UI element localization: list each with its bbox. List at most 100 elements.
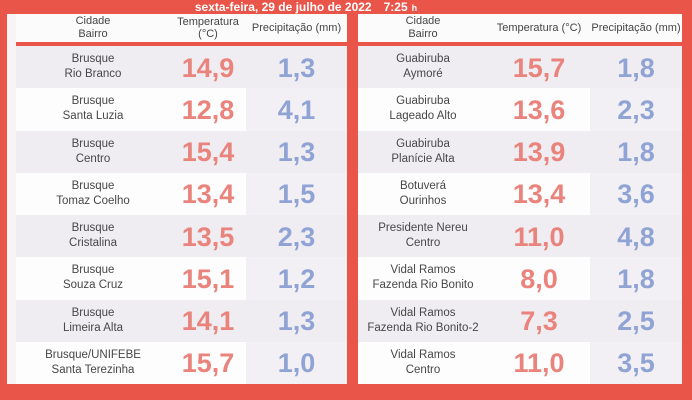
city-name: Brusque [71, 222, 115, 235]
title-text: sexta-feira, 29 de julho de 2022 7:25 h [195, 0, 417, 15]
precipitation-value: 1,0 [246, 341, 347, 384]
table-row: Brusque Rio Branco 14,9 1,3 [16, 46, 347, 89]
district-column-header: Bairro [408, 28, 438, 40]
table-divider [347, 14, 358, 384]
table-row: Presidente Nereu Centro 11,0 4,8 [358, 215, 682, 258]
city-name: Vidal Ramos [390, 348, 456, 361]
city-name: Vidal Ramos [390, 264, 456, 277]
city-district-cell: Brusque Tomaz Coelho [16, 172, 170, 215]
table-rows: Guabiruba Aymoré 15,7 1,8 Guabiruba Lageado A… [358, 46, 682, 384]
temperature-column-header: Temperatura (°C) [496, 22, 582, 34]
precipitation-value: 1,3 [246, 46, 347, 89]
table-row: Guabiruba Planície Alta 13,9 1,8 [358, 130, 682, 173]
city-district-cell: Presidente Nereu Centro [358, 215, 488, 258]
city-name: Presidente Nereu [378, 222, 468, 235]
city-district-cell: Botuverá Ourinhos [358, 172, 488, 215]
city-name: Brusque [71, 179, 115, 192]
district-name: Rio Branco [64, 68, 122, 81]
temperature-value: 11,0 [488, 341, 590, 384]
precipitation-value: 4,1 [246, 88, 347, 131]
city-column-header: Cidade [405, 15, 441, 27]
city-name: Brusque [71, 53, 115, 66]
table-row: Brusque Santa Luzia 12,8 4,1 [16, 88, 347, 131]
district-name: Centro [75, 152, 111, 165]
temperature-value: 15,4 [170, 130, 246, 173]
table-row: Guabiruba Lageado Alto 13,6 2,3 [358, 88, 682, 131]
temperature-value: 13,4 [170, 172, 246, 215]
temperature-value: 13,9 [488, 130, 590, 173]
city-district-cell: Guabiruba Aymoré [358, 46, 488, 89]
city-district-cell: Vidal Ramos Fazenda Rio Bonito [358, 257, 488, 300]
precipitation-value: 1,3 [246, 299, 347, 342]
table-header: Cidade Bairro Temperatura (°C) Precipita… [16, 14, 347, 42]
city-district-cell: Brusque/UNIFEBE Santa Terezinha [16, 341, 170, 384]
weather-table-left: Cidade Bairro Temperatura (°C) Precipita… [7, 14, 347, 384]
temperature-value: 15,1 [170, 257, 246, 300]
header-separator-line [358, 42, 682, 46]
precipitation-value: 2,3 [246, 215, 347, 258]
district-name: Souza Cruz [62, 279, 124, 292]
date-label: sexta-feira, 29 de julho de 2022 [194, 0, 372, 14]
precipitation-value: 1,8 [590, 257, 682, 300]
city-name: Brusque [71, 264, 115, 277]
precipitation-value: 4,8 [590, 215, 682, 258]
city-name: Botuverá [399, 179, 447, 192]
table-row: Brusque/UNIFEBE Santa Terezinha 15,7 1,0 [16, 341, 347, 384]
city-name: Brusque/UNIFEBE [45, 348, 141, 361]
city-district-cell: Brusque Souza Cruz [16, 257, 170, 300]
precipitation-value: 3,5 [590, 341, 682, 384]
precipitation-value: 2,5 [590, 299, 682, 342]
district-name: Ourinhos [399, 194, 447, 207]
district-column-header: Bairro [78, 28, 108, 40]
weather-table-right: Cidade Bairro Temperatura (°C) Precipita… [358, 14, 682, 384]
precipitation-column-header: Precipitação (mm) [251, 22, 342, 34]
table-row: Vidal Ramos Fazenda Rio Bonito 8,0 1,8 [358, 257, 682, 300]
city-district-cell: Brusque Cristalina [16, 215, 170, 258]
header-separator-line [16, 42, 347, 46]
temperature-column-header: Temperatura (°C) [177, 16, 239, 40]
time-unit-label: h [411, 2, 418, 13]
temperature-value: 12,8 [170, 88, 246, 131]
table-row: Guabiruba Aymoré 15,7 1,8 [358, 46, 682, 89]
temperature-value: 13,4 [488, 172, 590, 215]
district-name: Centro [405, 237, 441, 250]
district-name: Limeira Alta [62, 321, 124, 334]
city-name: Guabiruba [396, 137, 450, 150]
district-name: Lageado Alto [389, 110, 457, 123]
city-district-cell: Guabiruba Planície Alta [358, 130, 488, 173]
title-bar: sexta-feira, 29 de julho de 2022 7:25 h [0, 0, 692, 14]
precipitation-value: 2,3 [590, 88, 682, 131]
city-district-cell: Vidal Ramos Centro [358, 341, 488, 384]
temperature-value: 7,3 [488, 299, 590, 342]
city-name: Brusque [71, 137, 115, 150]
district-name: Fazenda Rio Bonito [372, 279, 474, 292]
table-rows: Brusque Rio Branco 14,9 1,3 Brusque Santa Luz… [16, 46, 347, 384]
table-row: Brusque Souza Cruz 15,1 1,2 [16, 257, 347, 300]
temperature-value: 14,1 [170, 299, 246, 342]
district-name: Santa Luzia [62, 110, 124, 123]
temperature-value: 8,0 [488, 257, 590, 300]
city-name: Guabiruba [396, 53, 450, 66]
table-row: Brusque Centro 15,4 1,3 [16, 130, 347, 173]
time-label: 7:25 [383, 0, 408, 14]
district-name: Santa Terezinha [51, 363, 135, 376]
city-district-column-header: Cidade Bairro [358, 14, 488, 42]
district-name: Tomaz Coelho [56, 194, 130, 207]
city-name: Brusque [71, 306, 115, 319]
city-name: Guabiruba [396, 95, 450, 108]
tables-area: Cidade Bairro Temperatura (°C) Precipita… [7, 14, 682, 384]
city-district-cell: Brusque Centro [16, 130, 170, 173]
table-row: Vidal Ramos Centro 11,0 3,5 [358, 341, 682, 384]
table-row: Vidal Ramos Fazenda Rio Bonito-2 7,3 2,5 [358, 299, 682, 342]
district-name: Cristalina [69, 237, 117, 250]
district-name: Planície Alta [391, 152, 455, 165]
city-district-cell: Guabiruba Lageado Alto [358, 88, 488, 131]
city-column-header: Cidade [75, 15, 111, 27]
precipitation-value: 3,6 [590, 172, 682, 215]
city-district-cell: Brusque Limeira Alta [16, 299, 170, 342]
temperature-value: 13,5 [170, 215, 246, 258]
city-name: Brusque [71, 95, 115, 108]
city-district-cell: Brusque Santa Luzia [16, 88, 170, 131]
precipitation-value: 1,2 [246, 257, 347, 300]
